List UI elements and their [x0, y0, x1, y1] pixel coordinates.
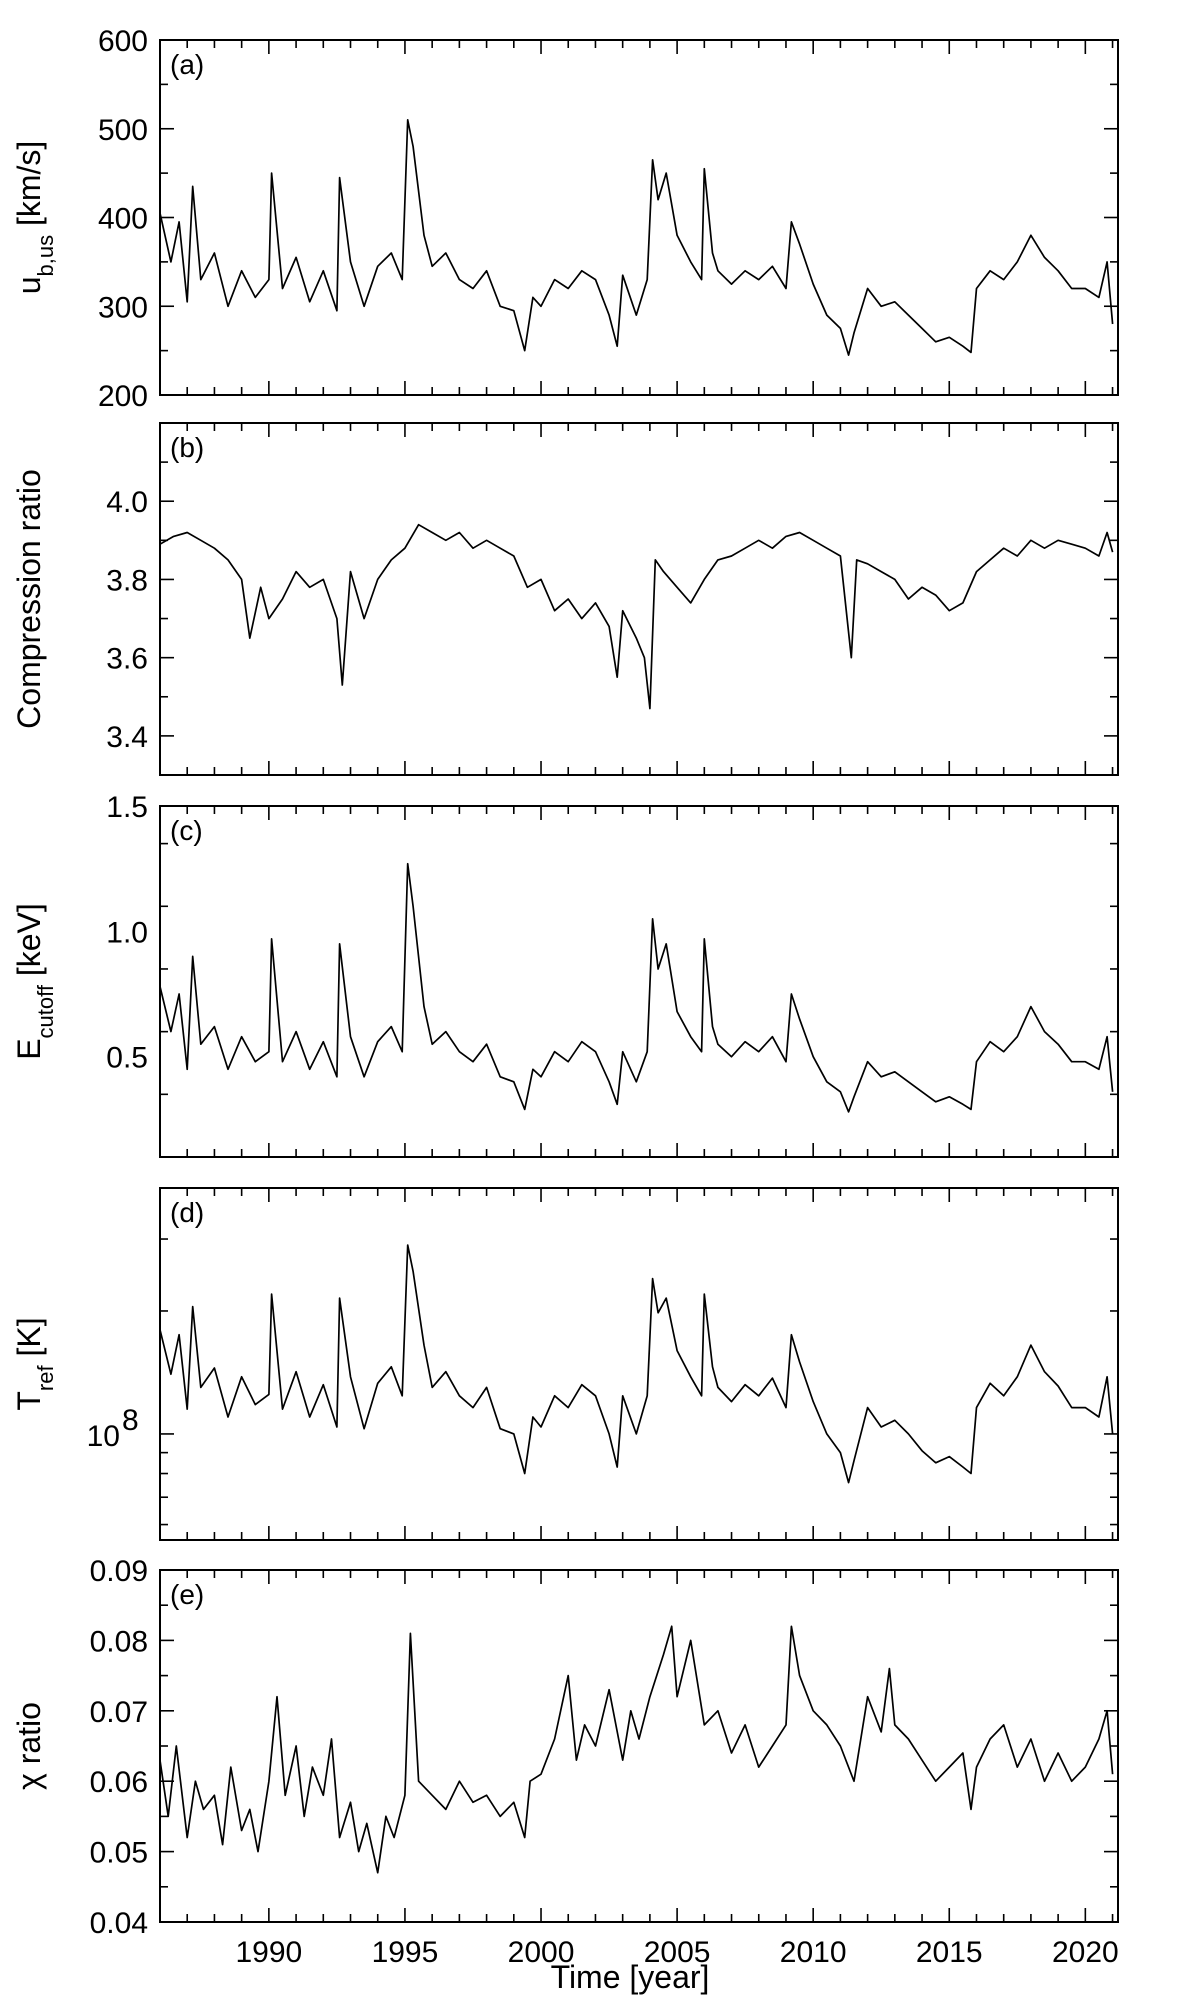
panel-b: 3.4 3.6 3.8 4.0 Compression ratio (b) [11, 422, 1119, 776]
panel-d-ylabel: Tref [K] [11, 1317, 58, 1410]
panel-e: 0.04 0.05 0.06 0.07 0.08 0.09 χ ratio (e) 1990 19… [11, 1555, 1119, 1969]
ylabel-unit: [km/s] [11, 141, 47, 235]
ylabel-main: T [11, 1391, 47, 1411]
y-tick-label: 4.0 [106, 486, 148, 519]
panel-c-tag: (c) [170, 815, 203, 846]
y-tick-label: 10 [87, 1420, 120, 1453]
y-tick-label: 0.04 [90, 1907, 148, 1940]
panel-b-ylabel: Compression ratio [11, 469, 47, 729]
panel-c: 0.5 1.0 1.5 Ecutoff [keV] (c) [11, 791, 1119, 1158]
panel-a-series-line [159, 119, 1114, 356]
y-tick-exponent: 8 [122, 1404, 139, 1437]
x-tick-label: 2010 [780, 1936, 847, 1969]
x-tick-label: 2020 [1052, 1936, 1119, 1969]
ylabel-unit: [K] [11, 1317, 47, 1365]
panel-b-frame [159, 422, 1119, 776]
y-tick-label: 1.5 [106, 791, 148, 824]
ylabel-main: u [11, 277, 47, 295]
panel-a-frame [159, 39, 1119, 396]
x-tick-label: 2015 [916, 1936, 983, 1969]
panel-e-series-line [159, 1625, 1114, 1874]
x-axis-label: Time [year] [551, 1959, 710, 1995]
y-tick-label: 200 [98, 380, 148, 413]
y-tick-label: 0.06 [90, 1766, 148, 1799]
y-tick-label: 3.4 [106, 721, 148, 754]
panel-c-ylabel: Ecutoff [keV] [11, 903, 58, 1060]
y-tick-label: 1.0 [106, 916, 148, 949]
panel-a: 200 300 400 500 600 ub,us [km/s] (a) [11, 25, 1119, 413]
y-tick-label: 3.8 [106, 564, 148, 597]
panel-e-frame [159, 1569, 1119, 1923]
y-tick-label: 0.07 [90, 1696, 148, 1729]
y-tick-label: 400 [98, 203, 148, 236]
panel-a-ylabel: ub,us [km/s] [11, 141, 58, 295]
panel-d: 10 8 Tref [K] (d) [11, 1187, 1119, 1541]
panel-c-frame [159, 805, 1119, 1158]
y-tick-label: 300 [98, 291, 148, 324]
x-tick-label: 2000 [508, 1936, 575, 1969]
y-tick-label: 0.5 [106, 1042, 148, 1075]
ylabel-sub: cutoff [33, 984, 58, 1038]
y-tick-label: 0.09 [90, 1555, 148, 1588]
panel-b-tag: (b) [170, 432, 204, 463]
panel-e-ylabel: χ ratio [11, 1702, 47, 1790]
x-tick-label: 1995 [372, 1936, 439, 1969]
y-tick-label: 600 [98, 25, 148, 58]
y-tick-label: 500 [98, 114, 148, 147]
y-tick-label: 0.05 [90, 1837, 148, 1870]
x-tick-label: 1990 [235, 1936, 302, 1969]
panel-d-series-line [159, 1244, 1114, 1484]
ylabel-unit: [keV] [11, 903, 47, 985]
y-tick-label: 0.08 [90, 1625, 148, 1658]
ylabel-main: Compression ratio [11, 469, 47, 729]
ylabel-main: E [11, 1038, 47, 1059]
y-tick-label: 3.6 [106, 643, 148, 676]
panel-b-series-line [159, 523, 1114, 710]
panel-e-tag: (e) [170, 1579, 204, 1610]
panel-a-tag: (a) [170, 49, 204, 80]
x-tick-label: 2005 [644, 1936, 711, 1969]
panel-d-frame [159, 1187, 1119, 1541]
ylabel-sub: ref [33, 1365, 58, 1392]
ylabel-sub: b,us [33, 235, 58, 277]
panel-d-tag: (d) [170, 1197, 204, 1228]
panel-c-series-line [159, 862, 1114, 1113]
ylabel-main: χ ratio [11, 1702, 47, 1790]
